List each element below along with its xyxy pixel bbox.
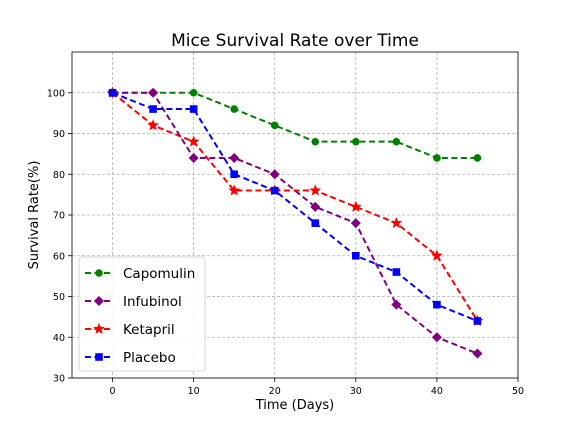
legend-marker-capomulin <box>95 269 103 277</box>
data-point-placebo <box>311 219 320 227</box>
legend-label-infubinol: Infubinol <box>123 294 182 310</box>
y-tick-label: 100 <box>47 88 65 99</box>
data-point-infubinol <box>391 299 402 310</box>
x-axis-label: Time (Days) <box>255 398 335 413</box>
data-point-capomulin <box>230 105 238 113</box>
x-tick-label: 40 <box>431 386 443 397</box>
data-point-capomulin <box>392 137 401 146</box>
legend-label-placebo: Placebo <box>123 350 176 366</box>
legend-entry-infubinol: Infubinol <box>85 294 182 310</box>
y-tick-label: 90 <box>53 129 65 140</box>
x-tick-label: 50 <box>512 386 524 397</box>
legend: Capomulin Infubinol Ketapril Placebo <box>78 256 206 372</box>
legend-marker-infubinol <box>93 295 105 307</box>
data-point-infubinol <box>229 152 240 163</box>
series-capomulin <box>108 88 482 162</box>
data-point-infubinol <box>188 152 199 163</box>
x-tick-label: 10 <box>188 386 200 397</box>
series-line-ketapril <box>111 91 479 322</box>
data-point-placebo <box>392 268 401 276</box>
x-tick-label: 20 <box>269 386 281 397</box>
legend-box <box>78 256 206 372</box>
y-tick-label: 70 <box>53 211 65 222</box>
data-point-infubinol <box>431 332 442 343</box>
series-line-capomulin <box>112 91 478 159</box>
data-point-infubinol <box>310 201 321 212</box>
axis-ticks: 0 10 20 30 40 50 30 40 50 60 70 80 90 100 <box>47 88 524 397</box>
data-point-ketapril <box>309 184 322 196</box>
data-point-placebo <box>189 105 198 113</box>
data-point-ketapril <box>349 200 362 212</box>
x-tick-label: 30 <box>350 386 362 397</box>
legend-marker-ketapril <box>93 322 105 334</box>
y-tick-label: 40 <box>53 333 65 344</box>
chart-title: Mice Survival Rate over Time <box>171 31 419 51</box>
data-point-ketapril <box>187 135 200 147</box>
data-point-ketapril <box>390 216 403 229</box>
series-layer <box>106 86 484 359</box>
series-line-placebo <box>112 91 478 322</box>
data-point-placebo <box>108 88 117 97</box>
data-point-placebo <box>473 317 482 325</box>
data-point-infubinol <box>148 87 159 98</box>
data-point-placebo <box>149 105 157 113</box>
data-point-ketapril <box>228 184 241 196</box>
data-point-infubinol <box>269 169 280 180</box>
legend-label-ketapril: Ketapril <box>123 322 175 338</box>
data-point-capomulin <box>433 154 441 162</box>
plot-frame <box>71 51 519 379</box>
data-point-placebo <box>230 170 238 179</box>
legend-label-capomulin: Capomulin <box>123 266 195 282</box>
legend-marker-placebo <box>95 353 103 361</box>
legend-entry-capomulin: Capomulin <box>85 266 195 282</box>
data-point-capomulin <box>189 88 198 97</box>
data-point-placebo <box>270 186 279 195</box>
data-point-infubinol <box>472 348 483 359</box>
y-tick-label: 80 <box>53 170 65 181</box>
data-point-capomulin <box>473 154 482 162</box>
x-tick-label: 0 <box>110 386 116 397</box>
data-point-placebo <box>433 300 441 309</box>
series-placebo <box>108 88 482 325</box>
data-point-infubinol <box>350 218 361 229</box>
data-point-ketapril <box>147 119 159 131</box>
data-point-placebo <box>352 251 360 260</box>
legend-entry-placebo: Placebo <box>85 350 176 366</box>
data-point-capomulin <box>311 137 320 146</box>
y-tick-label: 50 <box>53 292 65 303</box>
y-axis-label: Survival Rate(%) <box>27 161 42 270</box>
y-tick-label: 60 <box>53 251 65 262</box>
y-tick-label: 30 <box>53 374 65 385</box>
data-point-capomulin <box>352 137 360 146</box>
series-line-infubinol <box>112 91 478 355</box>
data-point-ketapril <box>431 249 443 261</box>
data-point-capomulin <box>270 121 279 130</box>
legend-entry-ketapril: Ketapril <box>85 322 175 338</box>
